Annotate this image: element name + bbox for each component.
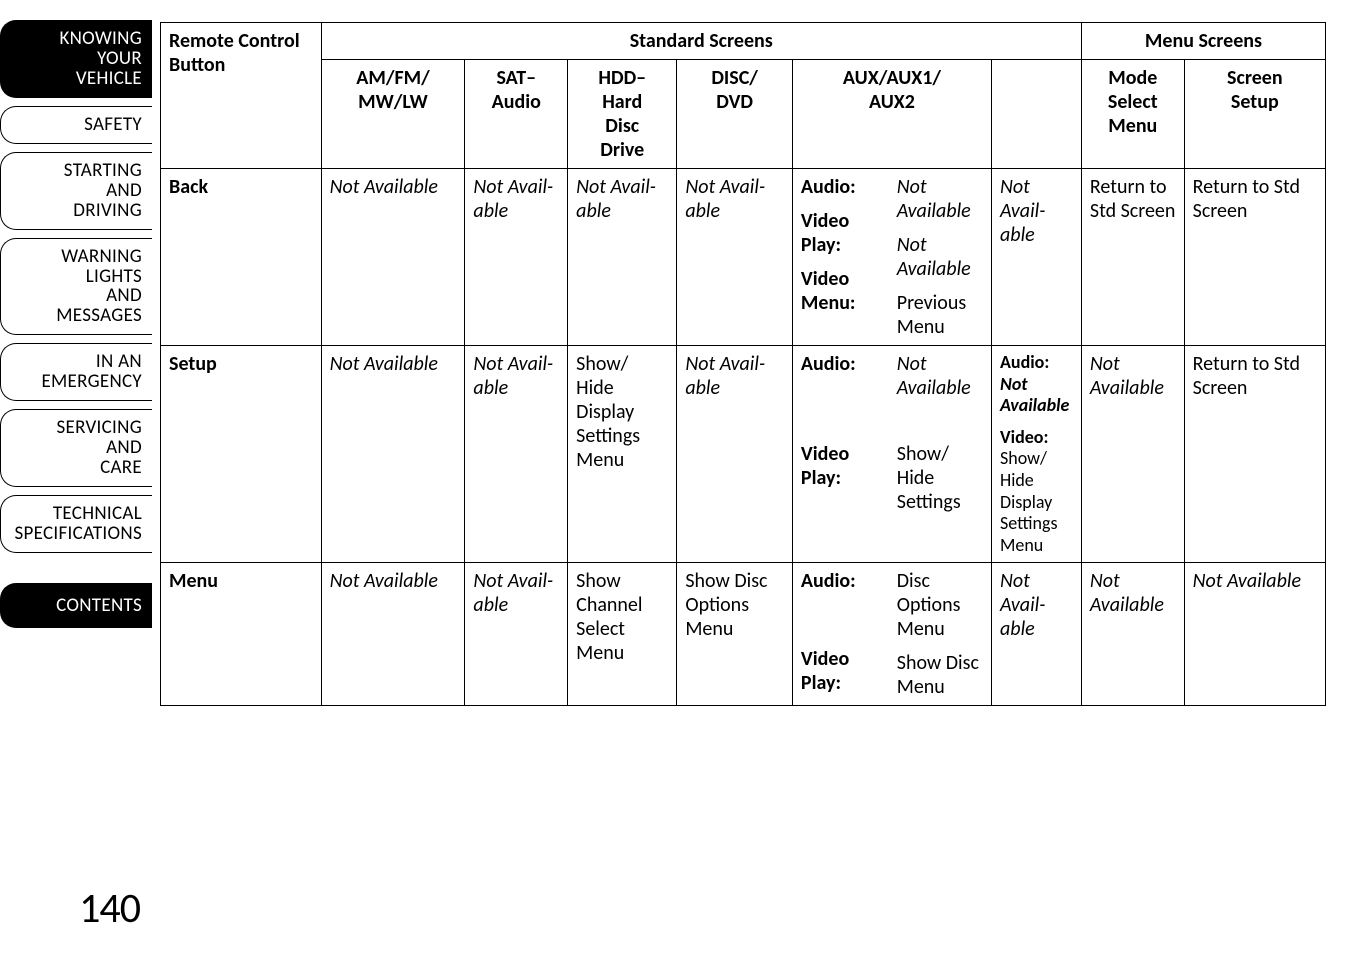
tab-line: EMERGENCY xyxy=(11,372,142,392)
tab-line: MESSAGES xyxy=(11,306,142,326)
cell-mode: Return to Std Screen xyxy=(1081,169,1184,346)
page-root: KNOWING YOUR VEHICLE SAFETY STARTING AND… xyxy=(0,0,1352,954)
cell-aux-labels: Audio: Video Play: Video Menu: xyxy=(792,169,888,346)
cell-sat: Not Avail­able xyxy=(465,346,568,563)
tab-line: KNOWING xyxy=(11,29,142,49)
cell-aux-values: Not Available Show/Hide Settings xyxy=(889,346,992,563)
cell-aux-values: Disc Options Menu Show Disc Menu xyxy=(889,563,992,706)
cell-mode: Not Available xyxy=(1081,346,1184,563)
page-number: 140 xyxy=(79,883,140,934)
cell-col7: Not Avail­able xyxy=(992,563,1082,706)
cell-aux-labels: Audio: Video Play: xyxy=(792,563,888,706)
col-hdd: HDD–HardDiscDrive xyxy=(568,60,677,169)
col-remote: Remote Con­trol Button xyxy=(161,23,322,169)
cell-disc: Not Avail­able xyxy=(677,169,793,346)
aux-label: Video Play: xyxy=(801,209,849,257)
tab-line: SAFETY xyxy=(11,115,142,135)
aux-value: Disc Options Menu xyxy=(897,569,983,641)
aux-label: Audio: xyxy=(801,569,856,593)
col-group-menu: Menu Screens xyxy=(1081,23,1325,60)
cell-screen: Return to Std Screen xyxy=(1184,346,1325,563)
cell-mode: Not Available xyxy=(1081,563,1184,706)
cell-amfm: Not Available xyxy=(321,563,465,706)
tab-line: SPECIFICATIONS xyxy=(11,524,142,544)
aux-value: Previous Menu xyxy=(897,291,983,339)
cell-col7: Audio: Not Avail­able Video: Show/Hide D… xyxy=(992,346,1082,563)
aux-value: Not Available xyxy=(897,233,983,281)
row-name: Menu xyxy=(161,563,322,706)
tab-line: YOUR xyxy=(11,49,142,69)
tab-line: VEHICLE xyxy=(11,69,142,89)
cell-hdd: Not Avail­able xyxy=(568,169,677,346)
cell-col7: Not Avail­able xyxy=(992,169,1082,346)
tab-line: WARNING xyxy=(11,247,142,267)
aux-value: Not Available xyxy=(897,175,983,223)
tab-line: CARE xyxy=(11,458,142,478)
header-row-1: Remote Con­trol Button Standard Screens … xyxy=(161,23,1326,60)
cell-disc: Show Disc Options Menu xyxy=(677,563,793,706)
col7-label: Audio: xyxy=(1000,351,1049,373)
tab-servicing-and-care[interactable]: SERVICING AND CARE xyxy=(0,409,152,487)
tab-line: IN AN xyxy=(11,352,142,372)
col7-label: Video: xyxy=(1000,426,1048,448)
aux-label: Video Play: xyxy=(801,442,849,490)
main-content: Remote Con­trol Button Standard Screens … xyxy=(152,0,1352,954)
cell-sat: Not Avail­able xyxy=(465,563,568,706)
col-sat: SAT–Audio xyxy=(465,60,568,169)
cell-disc: Not Avail­able xyxy=(677,346,793,563)
row-name: Back xyxy=(161,169,322,346)
col-mode: ModeSelectMenu xyxy=(1081,60,1184,169)
cell-aux-values: Not Available Not Available Previous Men… xyxy=(889,169,992,346)
cell-amfm: Not Available xyxy=(321,169,465,346)
col-blank xyxy=(992,60,1082,169)
tab-technical-specifications[interactable]: TECHNICAL SPECIFICATIONS xyxy=(0,495,152,553)
table-row: Back Not Available Not Avail­able Not Av… xyxy=(161,169,1326,346)
cell-aux-labels: Audio: Video Play: xyxy=(792,346,888,563)
tab-in-an-emergency[interactable]: IN AN EMERGENCY xyxy=(0,343,152,401)
col-disc: DISC/DVD xyxy=(677,60,793,169)
tab-warning-lights-and-messages[interactable]: WARNING LIGHTS AND MESSAGES xyxy=(0,238,152,336)
col-amfm: AM/FM/MW/LW xyxy=(321,60,465,169)
tab-line: AND xyxy=(11,181,142,201)
row-name: Setup xyxy=(161,346,322,563)
tab-starting-and-driving[interactable]: STARTING AND DRIVING xyxy=(0,152,152,230)
col7-value: Show/Hide Display Settings Menu xyxy=(1000,447,1058,555)
col-aux: AUX/AUX1/AUX2 xyxy=(792,60,991,169)
tab-safety[interactable]: SAFETY xyxy=(0,106,152,144)
tab-line: DRIVING xyxy=(11,201,142,221)
cell-sat: Not Avail­able xyxy=(465,169,568,346)
cell-hdd: Show/Hide Display Settings Menu xyxy=(568,346,677,563)
col7-value: Not Avail­able xyxy=(1000,373,1069,417)
table-row: Menu Not Available Not Avail­able Show C… xyxy=(161,563,1326,706)
aux-value: Show Disc Menu xyxy=(897,651,983,699)
aux-value: Show/Hide Settings xyxy=(897,442,983,514)
tab-line: AND xyxy=(11,438,142,458)
tab-contents[interactable]: CONTENTS xyxy=(0,583,152,628)
sidebar-tabs: KNOWING YOUR VEHICLE SAFETY STARTING AND… xyxy=(0,0,152,954)
tab-line: STARTING xyxy=(11,161,142,181)
tab-line: TECHNICAL xyxy=(11,504,142,524)
remote-control-table: Remote Con­trol Button Standard Screens … xyxy=(160,22,1326,706)
aux-value: Not Available xyxy=(897,352,983,432)
cell-hdd: Show Channel Select Menu xyxy=(568,563,677,706)
aux-label: Video Menu: xyxy=(801,267,856,315)
table-row: Setup Not Available Not Avail­able Show/… xyxy=(161,346,1326,563)
col-screen: ScreenSetup xyxy=(1184,60,1325,169)
tab-line: CONTENTS xyxy=(56,594,142,617)
tab-line: LIGHTS xyxy=(11,267,142,287)
aux-label: Audio: xyxy=(801,175,856,199)
cell-screen: Return to Std Screen xyxy=(1184,169,1325,346)
cell-screen: Not Available xyxy=(1184,563,1325,706)
cell-amfm: Not Available xyxy=(321,346,465,563)
aux-label: Video Play: xyxy=(801,647,849,695)
tab-line: AND xyxy=(11,286,142,306)
aux-label: Audio: xyxy=(801,352,856,376)
col-group-standard: Standard Screens xyxy=(321,23,1081,60)
tab-line: SERVICING xyxy=(11,418,142,438)
header-row-2: AM/FM/MW/LW SAT–Audio HDD–HardDiscDrive … xyxy=(161,60,1326,169)
tab-knowing-your-vehicle[interactable]: KNOWING YOUR VEHICLE xyxy=(0,20,152,98)
